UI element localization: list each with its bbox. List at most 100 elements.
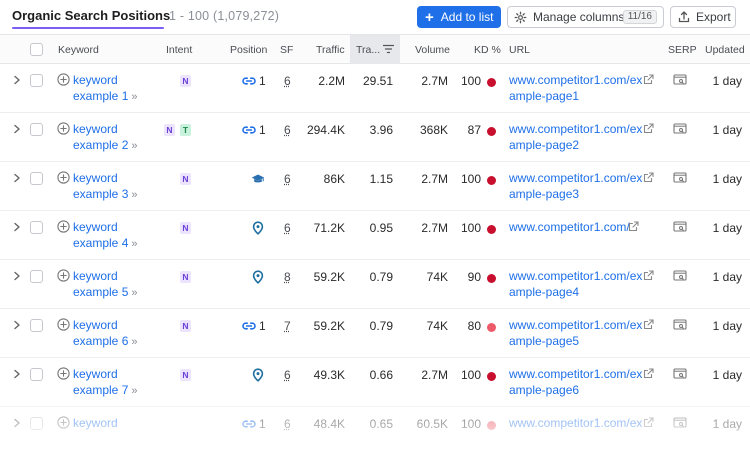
url-link[interactable]: www.competitor1.com/ex (509, 73, 643, 87)
manage-columns-button[interactable]: Manage columns 11/16 (507, 6, 664, 28)
external-link-icon[interactable] (628, 221, 639, 232)
updated-value: 1 day (712, 368, 742, 382)
keyword-link[interactable]: keyword (73, 269, 118, 283)
expand-row-chevron-icon[interactable] (13, 222, 21, 232)
serp-snapshot-icon[interactable] (673, 123, 687, 135)
serp-features-count[interactable]: 6 (284, 74, 291, 88)
keyword-link[interactable]: keyword (73, 73, 118, 87)
row-checkbox[interactable] (30, 270, 43, 283)
column-header-traffic[interactable]: Traffic (316, 44, 345, 56)
url-link[interactable]: www.competitor1.com/ex (509, 171, 643, 185)
row-checkbox[interactable] (30, 123, 43, 136)
external-link-icon[interactable] (643, 319, 654, 330)
add-keyword-icon[interactable] (57, 269, 70, 282)
serp-snapshot-icon[interactable] (673, 270, 687, 282)
keyword-link[interactable]: keyword (73, 416, 118, 430)
expand-row-chevron-icon[interactable] (13, 75, 21, 85)
url-link-continued[interactable]: ample-page6 (509, 383, 580, 397)
row-checkbox[interactable] (30, 319, 43, 332)
serp-snapshot-icon[interactable] (673, 368, 687, 380)
url-link[interactable]: www.competitor1.com/ex (509, 122, 643, 136)
table-row: keyword example 3» N 6 86K 1.15 2.7M 100 www.com… (0, 162, 750, 211)
serp-features-count[interactable]: 7 (284, 319, 291, 333)
serp-features-count[interactable]: 6 (284, 221, 291, 235)
column-header-url[interactable]: URL (509, 44, 531, 56)
serp-features-count[interactable]: 8 (284, 270, 291, 284)
add-keyword-icon[interactable] (57, 220, 70, 233)
url-link-continued[interactable]: ample-page1 (509, 89, 580, 103)
column-header-updated[interactable]: Updated (705, 44, 745, 56)
row-checkbox[interactable] (30, 368, 43, 381)
keyword-link[interactable]: keyword (73, 171, 118, 185)
column-header-kd[interactable]: KD % (474, 44, 501, 56)
row-checkbox[interactable] (30, 417, 43, 430)
add-keyword-icon[interactable] (57, 416, 70, 429)
url-link[interactable]: www.competitor1.com/ex (509, 269, 643, 283)
column-header-keyword[interactable]: Keyword (58, 44, 99, 56)
kd-difficulty-dot (487, 372, 496, 381)
expand-row-chevron-icon[interactable] (13, 124, 21, 134)
url-link-continued[interactable]: ample-page4 (509, 285, 580, 299)
keyword-link-continued[interactable]: example 6» (73, 334, 138, 348)
add-keyword-icon[interactable] (57, 171, 70, 184)
keyword-link[interactable]: keyword (73, 122, 118, 136)
url-link[interactable]: www.competitor1.com/ex (509, 367, 643, 381)
add-to-list-button[interactable]: + Add to list (417, 6, 501, 28)
column-header-traffic-percent[interactable]: Tra... (350, 35, 400, 64)
keyword-link[interactable]: keyword (73, 367, 118, 381)
serp-snapshot-icon[interactable] (673, 172, 687, 184)
keyword-link[interactable]: keyword (73, 318, 118, 332)
expand-row-chevron-icon[interactable] (13, 271, 21, 281)
serp-snapshot-icon[interactable] (673, 74, 687, 86)
external-link-icon[interactable] (643, 172, 654, 183)
url-link[interactable]: www.competitor1.com/ex (509, 416, 643, 430)
add-keyword-icon[interactable] (57, 367, 70, 380)
keyword-link-continued[interactable]: example 1» (73, 89, 138, 103)
keyword-link-continued[interactable]: example 3» (73, 187, 138, 201)
url-link-continued[interactable]: ample-page5 (509, 334, 580, 348)
keyword-link-continued[interactable]: example 2» (73, 138, 138, 152)
external-link-icon[interactable] (643, 270, 654, 281)
expand-row-chevron-icon[interactable] (13, 173, 21, 183)
column-header-position[interactable]: Position (230, 44, 268, 56)
column-header-volume[interactable]: Volume (415, 44, 451, 56)
serp-snapshot-icon[interactable] (673, 221, 687, 233)
keyword-text: example 3 (73, 187, 129, 201)
serp-features-count[interactable]: 6 (284, 123, 291, 137)
serp-features-count[interactable]: 6 (284, 368, 291, 382)
external-link-icon[interactable] (643, 417, 654, 428)
url-link-continued[interactable]: ample-page2 (509, 138, 580, 152)
expand-row-chevron-icon[interactable] (13, 418, 21, 428)
expand-row-chevron-icon[interactable] (13, 369, 21, 379)
external-link-icon[interactable] (643, 368, 654, 379)
keyword-link-continued[interactable]: example 5» (73, 285, 138, 299)
add-keyword-icon[interactable] (57, 318, 70, 331)
keyword-link-continued[interactable]: example 7» (73, 383, 138, 397)
serp-snapshot-icon[interactable] (673, 319, 687, 331)
column-header-sf[interactable]: SF (280, 44, 294, 56)
add-keyword-icon[interactable] (57, 122, 70, 135)
external-link-icon[interactable] (643, 123, 654, 134)
export-button[interactable]: Export (670, 6, 736, 28)
url-link-continued[interactable]: ample-page3 (509, 187, 580, 201)
keyword-link[interactable]: keyword (73, 220, 118, 234)
row-checkbox[interactable] (30, 221, 43, 234)
row-checkbox[interactable] (30, 172, 43, 185)
serp-features-count[interactable]: 6 (284, 417, 291, 431)
add-keyword-icon[interactable] (57, 73, 70, 86)
kd-value: 100 (460, 368, 481, 382)
select-all-checkbox[interactable] (30, 43, 43, 56)
column-header-intent[interactable]: Intent (166, 44, 193, 56)
expand-row-chevron-icon[interactable] (13, 320, 21, 330)
keyword-link-continued[interactable]: example 4» (73, 236, 138, 250)
external-link-icon[interactable] (643, 74, 654, 85)
add-to-list-label: Add to list (440, 10, 494, 24)
row-checkbox[interactable] (30, 74, 43, 87)
url-link[interactable]: www.competitor1.com/ex (509, 318, 643, 332)
url-link[interactable]: www.competitor1.com/ (509, 220, 630, 234)
serp-features-count[interactable]: 6 (284, 172, 291, 186)
keyword-text: example 2 (73, 138, 129, 152)
kd-difficulty-dot (487, 127, 496, 136)
column-header-serp[interactable]: SERP (668, 44, 697, 56)
serp-snapshot-icon[interactable] (673, 417, 687, 429)
